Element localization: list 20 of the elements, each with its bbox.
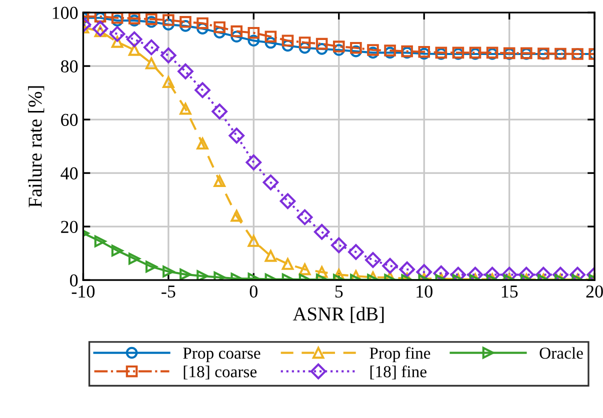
x-tick-label: 15 xyxy=(502,286,518,298)
legend-label: Oracle xyxy=(540,347,583,359)
y-tick-label: 60 xyxy=(61,114,78,126)
legend-label: Prop coarse xyxy=(183,348,260,362)
x-tick-label: 0 xyxy=(250,285,258,298)
x-tick-label: 10 xyxy=(416,285,432,298)
y-tick-label: 20 xyxy=(61,220,78,233)
y-tick-label: 40 xyxy=(60,167,78,180)
y-tick-label: 80 xyxy=(60,60,78,72)
x-tick-label: 20 xyxy=(586,285,603,298)
x-tick-label: -5 xyxy=(162,286,176,298)
y-tick-label: 100 xyxy=(52,6,78,19)
y-tick-label: 0 xyxy=(70,274,78,286)
x-tick-label: 5 xyxy=(335,286,343,298)
y-axis-title: Failure rate [%] xyxy=(28,86,44,208)
x-tick-label: -10 xyxy=(72,285,95,298)
legend-label: [18] coarse xyxy=(184,366,257,380)
x-axis-title: ASNR [dB] xyxy=(292,306,384,323)
legend-label: [18] fine xyxy=(370,365,426,380)
legend-label: Prop fine xyxy=(370,346,430,362)
